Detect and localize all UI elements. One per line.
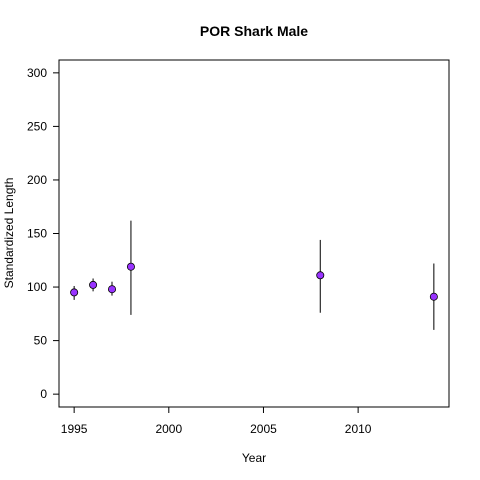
y-axis: 0 50 100 150 200 250 300 bbox=[27, 66, 59, 401]
error-bars bbox=[73, 220, 435, 330]
y-tick-label: 150 bbox=[27, 227, 47, 241]
x-tick-label: 2000 bbox=[155, 422, 182, 436]
plot-box bbox=[58, 59, 450, 408]
data-point bbox=[126, 262, 135, 271]
y-tick-label: 50 bbox=[34, 334, 48, 348]
y-tick-label: 300 bbox=[27, 66, 47, 80]
data-point bbox=[89, 280, 98, 289]
data-point bbox=[108, 285, 117, 294]
y-axis-label: Standardized Length bbox=[2, 178, 16, 289]
data-point bbox=[316, 271, 325, 280]
x-tick-label: 2005 bbox=[250, 422, 277, 436]
x-tick-label: 1995 bbox=[61, 422, 88, 436]
x-tick-label: 2010 bbox=[345, 422, 372, 436]
data-points bbox=[70, 262, 438, 301]
data-point bbox=[70, 288, 79, 297]
y-tick-label: 250 bbox=[27, 119, 47, 133]
y-tick-label: 200 bbox=[27, 173, 47, 187]
x-axis: 1995 2000 2005 2010 bbox=[61, 407, 372, 436]
x-axis-label: Year bbox=[242, 451, 266, 465]
chart-title: POR Shark Male bbox=[200, 23, 308, 39]
y-tick-label: 0 bbox=[40, 387, 47, 401]
data-point bbox=[429, 292, 438, 301]
y-tick-label: 100 bbox=[27, 280, 47, 294]
